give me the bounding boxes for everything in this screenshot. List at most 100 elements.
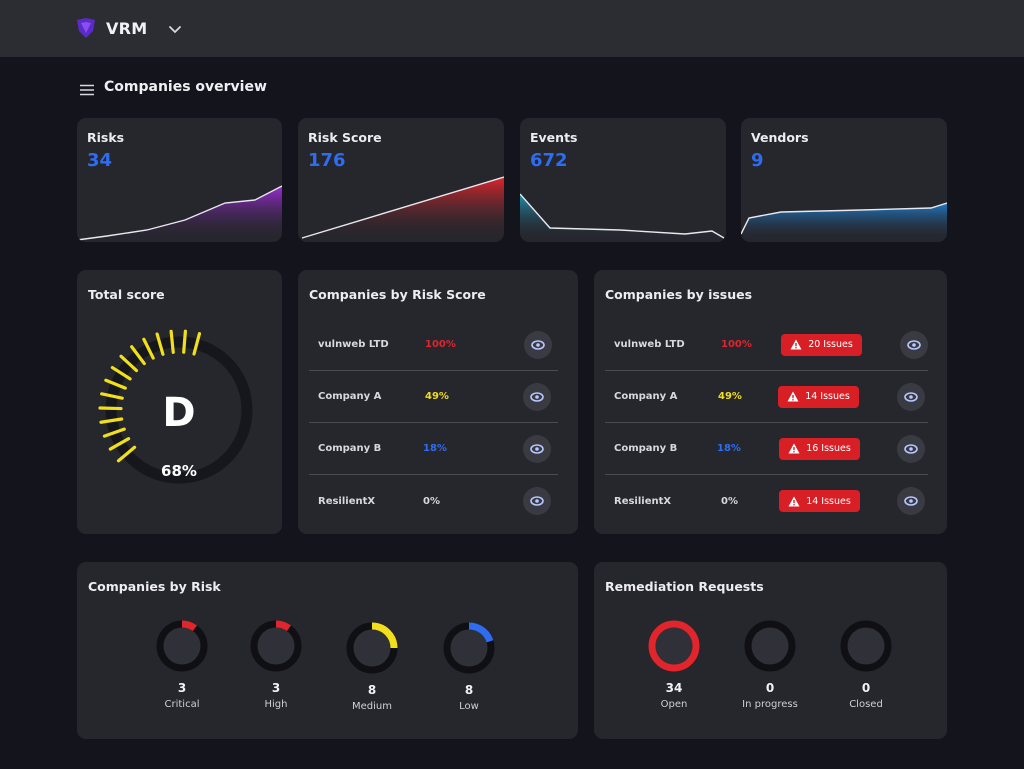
issues-badge[interactable]: 20 Issues xyxy=(781,333,862,356)
view-button[interactable] xyxy=(524,330,552,359)
risk-donut-high[interactable]: 3 High xyxy=(231,619,321,710)
risk-percent: 49% xyxy=(718,391,742,402)
risk-donut-low[interactable]: 8 Low xyxy=(424,621,514,712)
issues-badge[interactable]: 16 Issues xyxy=(779,437,860,460)
gauge-tick xyxy=(104,378,127,390)
issues-badge[interactable]: 14 Issues xyxy=(778,385,859,408)
table-row: Company A 49% xyxy=(309,371,558,423)
company-name: vulnweb LTD xyxy=(614,339,685,350)
page-title: Companies overview xyxy=(104,79,267,95)
table-row: Company A 49% 14 Issues xyxy=(605,371,928,423)
warning-icon xyxy=(788,443,800,454)
view-button[interactable] xyxy=(523,487,551,515)
risk-percent: 18% xyxy=(717,443,741,454)
events-sparkline xyxy=(520,193,725,242)
page-heading: Companies overview xyxy=(80,76,267,98)
issues-badge[interactable]: 14 Issues xyxy=(779,490,860,512)
company-name: Company A xyxy=(614,391,678,402)
donut-segment xyxy=(443,622,495,674)
company-name: ResilientX xyxy=(318,495,376,507)
table-row: Company B 18% 16 Issues xyxy=(605,423,928,475)
donut-count: 34 xyxy=(665,681,683,695)
donut-count: 3 xyxy=(271,681,281,695)
gauge-tick xyxy=(102,427,126,438)
donut-count: 0 xyxy=(861,681,871,695)
warning-icon xyxy=(788,496,800,506)
donut-label: Open xyxy=(660,699,688,710)
donut-label: Medium xyxy=(352,701,392,712)
companies-by-risk-score-card: Companies by Risk Score vulnweb LTD 100%… xyxy=(298,270,578,534)
company-name: Company B xyxy=(614,443,678,454)
risk-donut-medium[interactable]: 8 Medium xyxy=(327,621,417,712)
card-title: Companies by Risk xyxy=(88,579,221,594)
score-grade: D xyxy=(162,390,196,436)
donut-label: Closed xyxy=(849,699,883,710)
donut-chart xyxy=(648,620,700,672)
stat-card-risk-score[interactable]: Risk Score 176 xyxy=(298,118,504,242)
view-button[interactable] xyxy=(897,382,925,411)
remediation-requests-card: Remediation Requests 34 Open 0 In progre… xyxy=(594,562,947,739)
donut-count: 8 xyxy=(367,683,377,697)
donut-segment xyxy=(156,620,208,672)
vendors-sparkline xyxy=(741,202,947,242)
eye-icon xyxy=(530,496,544,506)
stat-label: Risk Score xyxy=(308,130,382,145)
gauge-tick xyxy=(99,417,124,424)
view-button[interactable] xyxy=(523,434,551,463)
eye-icon xyxy=(904,443,918,454)
issues-count: 16 Issues xyxy=(806,443,851,454)
stat-label: Events xyxy=(530,130,578,145)
donut-chart xyxy=(840,620,892,672)
view-button[interactable] xyxy=(897,487,925,515)
card-title: Companies by issues xyxy=(605,287,753,302)
stat-card-vendors[interactable]: Vendors 9 xyxy=(741,118,947,242)
gauge-tick xyxy=(116,445,137,463)
stat-value: 176 xyxy=(308,150,346,171)
stat-label: Risks xyxy=(87,130,125,145)
eye-icon xyxy=(904,391,918,402)
risk-percent: 18% xyxy=(423,443,447,454)
risk-donut-critical[interactable]: 3 Critical xyxy=(137,619,227,710)
risk-percent: 0% xyxy=(423,495,440,507)
brand-name: VRM xyxy=(106,18,148,38)
donut-chart xyxy=(443,622,495,674)
workspace-switcher[interactable]: VRM xyxy=(74,14,182,42)
donut-segment xyxy=(346,622,398,674)
view-button[interactable] xyxy=(900,330,928,359)
stat-card-risks[interactable]: Risks 34 xyxy=(77,118,282,242)
issues-count: 14 Issues xyxy=(806,495,851,507)
risk-percent: 100% xyxy=(721,339,752,350)
gauge-tick xyxy=(98,406,123,411)
companies-by-issues-card: Companies by issues vulnweb LTD 100% 20 … xyxy=(594,270,947,534)
risk-percent: 49% xyxy=(425,391,449,402)
stat-card-events[interactable]: Events 672 xyxy=(520,118,726,242)
gauge-tick xyxy=(192,332,202,356)
view-button[interactable] xyxy=(523,382,551,411)
stat-value: 672 xyxy=(530,150,568,171)
card-title: Companies by Risk Score xyxy=(309,287,486,302)
table-row: vulnweb LTD 100% 20 Issues xyxy=(605,319,928,371)
donut-track xyxy=(840,620,892,672)
table-row: ResilientX 0% 14 Issues xyxy=(605,475,928,527)
gauge-track xyxy=(105,336,253,484)
remediation-donut-open[interactable]: 34 Open xyxy=(629,619,719,710)
donut-label: Low xyxy=(459,701,479,712)
risk-score-sparkline xyxy=(301,176,504,242)
gauge-tick xyxy=(130,345,146,366)
table-row: ResilientX 0% xyxy=(309,475,558,527)
donut-label: Critical xyxy=(164,699,200,710)
remediation-donut-in-progress[interactable]: 0 In progress xyxy=(725,619,815,710)
gauge-tick xyxy=(142,337,155,360)
view-button[interactable] xyxy=(897,434,925,463)
donut-chart xyxy=(744,620,796,672)
donut-count: 0 xyxy=(765,681,775,695)
company-name: ResilientX xyxy=(614,495,672,507)
remediation-donut-closed[interactable]: 0 Closed xyxy=(821,619,911,710)
total-score-card: Total score D 68% xyxy=(77,270,282,534)
donut-label: In progress xyxy=(742,699,798,710)
gauge-tick xyxy=(110,365,132,381)
donut-chart xyxy=(156,620,208,672)
hamburger-menu-icon[interactable] xyxy=(80,81,94,96)
donut-segment xyxy=(250,620,302,672)
eye-icon xyxy=(907,339,921,350)
